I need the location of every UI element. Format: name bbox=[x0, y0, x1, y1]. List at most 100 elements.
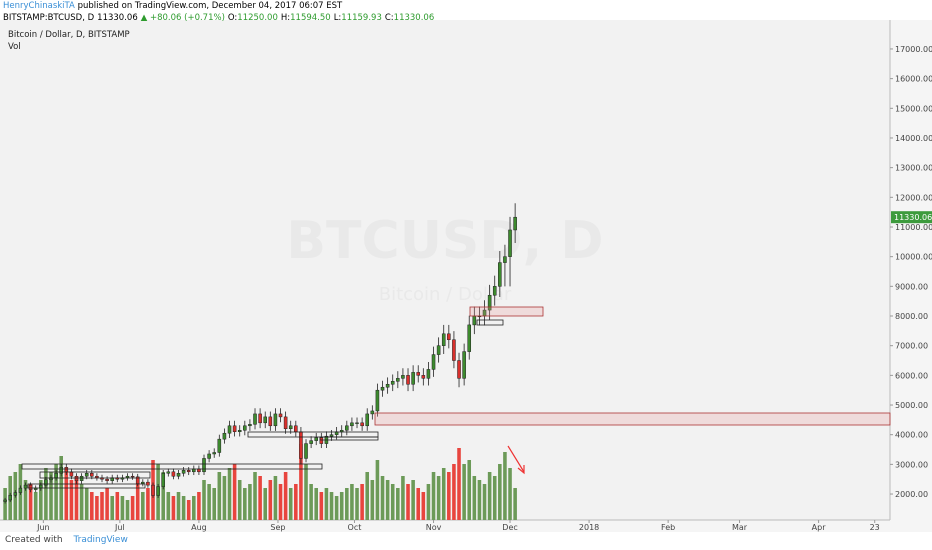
candle-body bbox=[467, 324, 472, 352]
volume-bar bbox=[406, 484, 410, 520]
candle-body bbox=[74, 475, 79, 481]
volume-bar bbox=[186, 500, 191, 520]
volume-bar bbox=[472, 476, 477, 520]
volume-bar bbox=[288, 488, 293, 520]
candle-body bbox=[365, 413, 370, 427]
candle-body bbox=[370, 410, 375, 415]
chart-title: Bitcoin / Dollar, D, BITSTAMP bbox=[8, 30, 130, 40]
volume-bar bbox=[380, 476, 385, 520]
volume-bar bbox=[319, 492, 324, 520]
candle-body bbox=[202, 458, 206, 473]
volume-bar bbox=[243, 488, 247, 520]
l-label: L: bbox=[333, 13, 342, 23]
y-tick-label: 16000.00 bbox=[895, 75, 932, 84]
volume-bar bbox=[166, 492, 171, 520]
y-tick-label: 2000.00 bbox=[895, 490, 928, 499]
y-tick-label: 12000.00 bbox=[895, 193, 932, 202]
candle-body bbox=[268, 416, 273, 427]
x-tick-label: Sep bbox=[270, 523, 285, 532]
candle-body bbox=[385, 384, 390, 388]
volume-bar bbox=[44, 468, 48, 520]
chart: BTCUSD, D Bitcoin / Dollar Bitcoin / Dol… bbox=[0, 20, 932, 532]
volume-bar bbox=[457, 448, 461, 520]
volume-bar bbox=[105, 488, 109, 520]
y-tick-label: 9000.00 bbox=[895, 282, 928, 291]
candle-body bbox=[207, 453, 211, 459]
candle-body bbox=[350, 422, 354, 427]
x-tick-label: 23 bbox=[870, 523, 880, 532]
candle-body bbox=[314, 437, 318, 441]
zone bbox=[319, 436, 379, 441]
candle-body bbox=[421, 375, 426, 379]
candle-body bbox=[8, 494, 12, 501]
candle-body bbox=[3, 499, 7, 502]
y-tick-label: 13000.00 bbox=[895, 164, 932, 173]
symbol: BITSTAMP:BTCUSD, D bbox=[3, 13, 95, 23]
x-tick-label: Nov bbox=[426, 523, 442, 532]
volume-bar bbox=[467, 460, 472, 520]
volume-bar bbox=[401, 476, 405, 520]
candle-body bbox=[472, 315, 477, 326]
y-tick-label: 10000.00 bbox=[895, 253, 932, 262]
arrow bbox=[507, 445, 525, 473]
candle-body bbox=[319, 437, 324, 444]
candle-body bbox=[222, 432, 227, 440]
candle-body bbox=[64, 467, 69, 473]
close: 11330.06 bbox=[393, 13, 435, 23]
open: 11250.00 bbox=[237, 13, 278, 23]
h-label: H: bbox=[280, 13, 291, 23]
y-tick-label: 15000.00 bbox=[895, 104, 932, 113]
volume-bar bbox=[299, 444, 303, 520]
watermark-sub: Bitcoin / Dollar bbox=[379, 284, 512, 305]
candle-body bbox=[243, 425, 247, 431]
y-tick-label: 8000.00 bbox=[895, 312, 928, 321]
volume-bar bbox=[426, 484, 431, 520]
x-tick-label: Oct bbox=[348, 523, 362, 532]
arrow-head bbox=[517, 465, 525, 475]
candle-body bbox=[18, 487, 23, 493]
candle-body bbox=[329, 434, 334, 437]
volume-bar bbox=[146, 488, 150, 520]
candle-body bbox=[186, 470, 191, 473]
volume-bar bbox=[431, 472, 436, 520]
volume-bar bbox=[74, 476, 79, 520]
volume-bar bbox=[258, 476, 262, 520]
x-tick-label: Dec bbox=[502, 523, 517, 532]
zone bbox=[21, 463, 323, 470]
candle-body bbox=[508, 229, 512, 257]
volume-bar bbox=[513, 488, 517, 520]
volume-bar bbox=[171, 496, 176, 520]
volume-bar bbox=[309, 484, 313, 520]
candle-body bbox=[457, 360, 461, 379]
candle-body bbox=[28, 484, 33, 490]
candle-body bbox=[232, 425, 237, 432]
volume-bar bbox=[350, 484, 354, 520]
candle-body bbox=[227, 425, 232, 434]
y-tick-label: 14000.00 bbox=[895, 134, 932, 143]
candle-body bbox=[492, 286, 497, 296]
volume-bar bbox=[283, 472, 288, 520]
volume-bar bbox=[100, 492, 104, 520]
volume-bar bbox=[329, 492, 334, 520]
candle-body bbox=[283, 416, 288, 430]
candle-body bbox=[339, 429, 344, 432]
x-tick-label: 2018 bbox=[579, 523, 599, 532]
candle-body bbox=[217, 438, 222, 453]
volume-bar bbox=[28, 484, 33, 520]
volume-bar bbox=[23, 480, 28, 520]
candle-body bbox=[253, 413, 257, 425]
o-label: O: bbox=[227, 13, 238, 23]
zone bbox=[476, 319, 504, 326]
c-label: C: bbox=[384, 13, 394, 23]
candle-body bbox=[248, 424, 252, 427]
candle-body bbox=[166, 471, 171, 474]
candle-body bbox=[171, 471, 176, 477]
candle-body bbox=[90, 473, 94, 477]
volume-bar bbox=[304, 464, 308, 520]
volume-bar bbox=[54, 464, 58, 520]
zone bbox=[374, 412, 891, 426]
volume-bar bbox=[64, 472, 69, 520]
volume-bar bbox=[130, 496, 135, 520]
candle-body bbox=[355, 422, 359, 424]
